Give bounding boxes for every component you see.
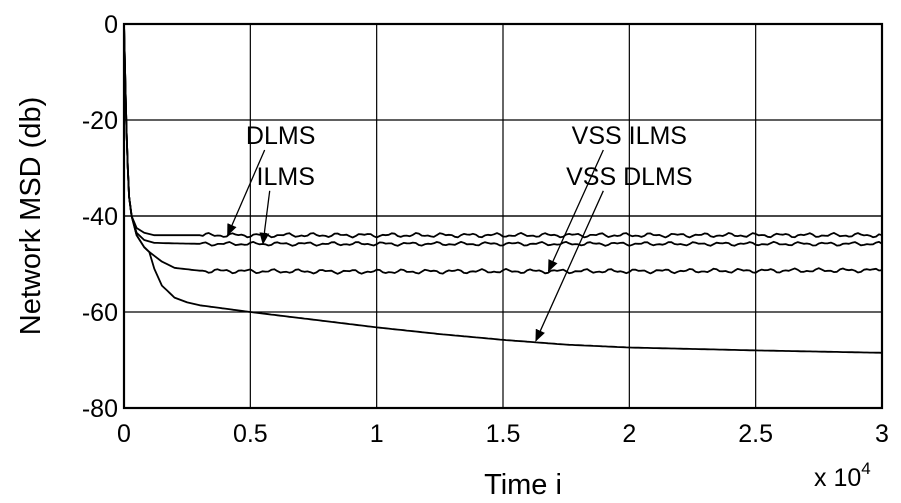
annotation-dlms: DLMS: [246, 122, 315, 150]
annotation-ilms: ILMS: [257, 163, 315, 191]
series-line-ilms: [123, 23, 883, 247]
x-tick-label: 2: [622, 420, 636, 448]
x-axis-multiplier: x 104: [814, 459, 871, 492]
tick-labels: 0 0.5 1 1.5 2 2.5 3 0 -20 -40 -60 -80: [82, 11, 889, 448]
annotation-arrow-vss-dlms: [535, 190, 604, 342]
annotation-vss-ilms: VSS ILMS: [572, 122, 687, 150]
x-tick-label: 0.5: [233, 420, 268, 448]
x-tick-label: 0: [117, 420, 131, 448]
x-axis-label: Time i: [484, 469, 562, 501]
annotation-arrow-ilms: [259, 190, 271, 245]
y-tick-label: -20: [82, 107, 118, 135]
y-tick-label: -80: [82, 395, 118, 423]
annotation-arrow-vss-ilms: [547, 149, 604, 273]
series-lines: [123, 23, 883, 354]
y-tick-label: 0: [104, 11, 118, 39]
y-tick-label: -40: [82, 203, 118, 231]
x-tick-label: 2.5: [738, 420, 773, 448]
x-tick-label: 1.5: [486, 420, 521, 448]
x-multiplier-exponent: 4: [861, 459, 870, 478]
x-tick-label: 1: [370, 420, 384, 448]
series-line-vss-dlms: [123, 23, 883, 354]
y-axis-label: Network MSD (db): [15, 97, 47, 336]
annotation-arrow-dlms: [226, 149, 266, 237]
x-multiplier-base: x 10: [814, 464, 861, 492]
x-tick-label: 3: [875, 420, 889, 448]
annotation-vss-dlms: VSS DLMS: [566, 163, 692, 191]
plot-frame: [122, 22, 884, 410]
y-tick-label: -60: [82, 299, 118, 327]
annotations: DLMS ILMS VSS ILMS VSS DLMS: [226, 122, 693, 342]
series-line-dlms: [123, 23, 883, 239]
series-line-vss-ilms: [123, 23, 883, 275]
